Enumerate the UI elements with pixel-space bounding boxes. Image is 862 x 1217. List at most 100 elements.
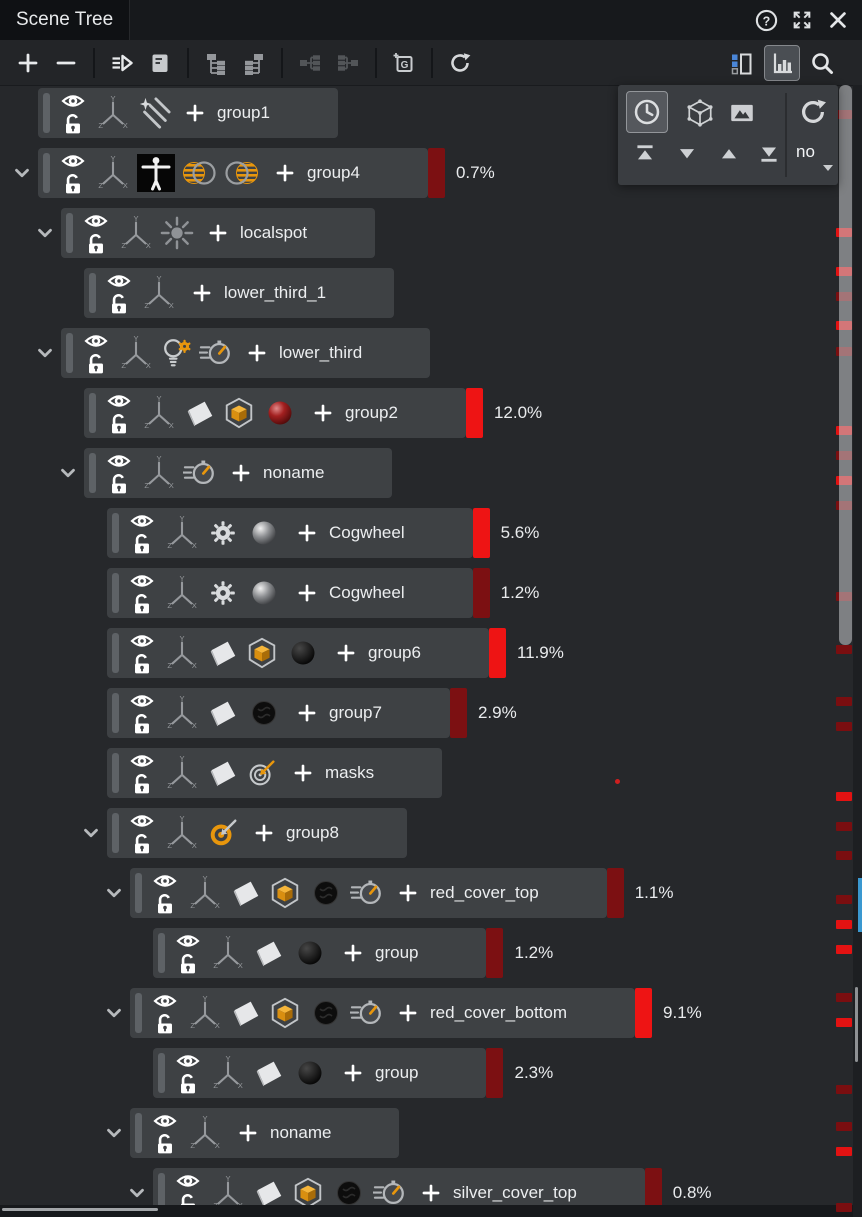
lock-open-icon[interactable] [131, 592, 153, 615]
chevron-down-icon[interactable] [103, 1002, 125, 1024]
drag-handle-icon[interactable] [112, 573, 119, 613]
visibility-eye-icon[interactable] [129, 751, 155, 771]
expand-plus-button[interactable] [343, 943, 363, 963]
lock-open-icon[interactable] [177, 952, 199, 975]
tree-node[interactable]: Cogwheel [107, 568, 473, 618]
tree-node[interactable]: red_cover_top [130, 868, 607, 918]
toolbar-button-performance-bars[interactable] [764, 44, 800, 81]
expand-plus-button[interactable] [254, 823, 274, 843]
mini-button-geometry[interactable] [682, 95, 718, 131]
drag-handle-icon[interactable] [89, 393, 96, 433]
drag-handle-icon[interactable] [112, 753, 119, 793]
drag-handle-icon[interactable] [89, 453, 96, 493]
drag-handle-icon[interactable] [112, 633, 119, 673]
lock-open-icon[interactable] [62, 172, 84, 195]
toolbar-button-properties[interactable] [142, 45, 178, 81]
drag-handle-icon[interactable] [43, 153, 50, 193]
drag-handle-icon[interactable] [112, 513, 119, 553]
expand-plus-button[interactable] [421, 1183, 441, 1203]
drag-handle-icon[interactable] [43, 93, 50, 133]
drag-handle-icon[interactable] [158, 1053, 165, 1093]
drag-handle-icon[interactable] [112, 693, 119, 733]
visibility-eye-icon[interactable] [152, 1111, 178, 1131]
visibility-eye-icon[interactable] [175, 1051, 201, 1071]
close-button[interactable] [824, 6, 852, 34]
visibility-eye-icon[interactable] [106, 271, 132, 291]
mini-button-refresh[interactable] [794, 93, 832, 131]
visibility-eye-icon[interactable] [83, 211, 109, 231]
tree-node[interactable]: group4 [38, 148, 428, 198]
visibility-eye-icon[interactable] [129, 811, 155, 831]
lock-open-icon[interactable] [177, 1192, 199, 1205]
expand-plus-button[interactable] [231, 463, 251, 483]
chevron-down-icon[interactable] [57, 462, 79, 484]
toolbar-button-layout-toggle[interactable] [724, 45, 760, 81]
lock-open-icon[interactable] [131, 832, 153, 855]
visibility-eye-icon[interactable] [60, 91, 86, 111]
drag-handle-icon[interactable] [66, 213, 73, 253]
drag-handle-icon[interactable] [135, 873, 142, 913]
tree-node[interactable]: red_cover_bottom [130, 988, 636, 1038]
lock-open-icon[interactable] [154, 1012, 176, 1035]
toolbar-button-forward[interactable] [104, 45, 140, 81]
chevron-down-icon[interactable] [11, 162, 33, 184]
lock-open-icon[interactable] [85, 232, 107, 255]
horizontal-scrollbar[interactable] [0, 1205, 853, 1217]
tree-node[interactable]: group1 [38, 88, 338, 138]
lock-open-icon[interactable] [108, 412, 130, 435]
expand-plus-button[interactable] [192, 283, 212, 303]
expand-plus-button[interactable] [398, 883, 418, 903]
chevron-down-icon[interactable] [80, 822, 102, 844]
lock-open-icon[interactable] [154, 1132, 176, 1155]
tree-node[interactable]: group7 [107, 688, 450, 738]
lock-open-icon[interactable] [62, 112, 84, 135]
chevron-down-icon[interactable] [126, 1182, 148, 1204]
expand-plus-button[interactable] [275, 163, 295, 183]
chevron-down-icon[interactable] [823, 165, 833, 171]
toolbar-button-add[interactable] [10, 45, 46, 81]
mini-button-jump-bottom[interactable] [752, 137, 786, 171]
expand-plus-button[interactable] [313, 403, 333, 423]
lock-open-icon[interactable] [154, 892, 176, 915]
visibility-eye-icon[interactable] [129, 691, 155, 711]
expand-plus-button[interactable] [297, 703, 317, 723]
toolbar-button-add-group[interactable] [386, 45, 422, 81]
mini-button-jump-top[interactable] [628, 137, 662, 171]
visibility-eye-icon[interactable] [152, 991, 178, 1011]
tree-node[interactable]: masks [107, 748, 443, 798]
visibility-eye-icon[interactable] [129, 631, 155, 651]
tree-node[interactable]: Cogwheel [107, 508, 473, 558]
help-button[interactable] [752, 6, 780, 34]
visibility-eye-icon[interactable] [129, 511, 155, 531]
expand-plus-button[interactable] [247, 343, 267, 363]
chevron-down-icon[interactable] [34, 342, 56, 364]
side-scrollbar-track[interactable] [853, 85, 862, 1217]
visibility-eye-icon[interactable] [175, 1171, 201, 1191]
tree-node[interactable]: localspot [61, 208, 376, 258]
expand-plus-button[interactable] [297, 583, 317, 603]
chevron-down-icon[interactable] [103, 882, 125, 904]
lock-open-icon[interactable] [131, 712, 153, 735]
expand-plus-button[interactable] [336, 643, 356, 663]
visibility-eye-icon[interactable] [106, 451, 132, 471]
lock-open-icon[interactable] [177, 1072, 199, 1095]
tree-node[interactable]: group6 [107, 628, 489, 678]
lock-open-icon[interactable] [131, 772, 153, 795]
expand-plus-button[interactable] [398, 1003, 418, 1023]
expand-button[interactable] [788, 6, 816, 34]
expand-plus-button[interactable] [343, 1063, 363, 1083]
expand-plus-button[interactable] [297, 523, 317, 543]
visibility-eye-icon[interactable] [175, 931, 201, 951]
tree-node[interactable]: group [153, 928, 487, 978]
lock-open-icon[interactable] [108, 292, 130, 315]
expand-plus-button[interactable] [208, 223, 228, 243]
drag-handle-icon[interactable] [135, 993, 142, 1033]
mini-button-step-down[interactable] [670, 137, 704, 171]
drag-handle-icon[interactable] [66, 333, 73, 373]
tree-node[interactable]: lower_third [61, 328, 431, 378]
side-scrollbar-thumb[interactable] [855, 987, 858, 1062]
tree-node[interactable]: noname [84, 448, 393, 498]
toolbar-button-collapse-subtree[interactable] [236, 45, 272, 81]
tree-node[interactable]: group [153, 1048, 487, 1098]
mini-button-step-up[interactable] [712, 137, 746, 171]
